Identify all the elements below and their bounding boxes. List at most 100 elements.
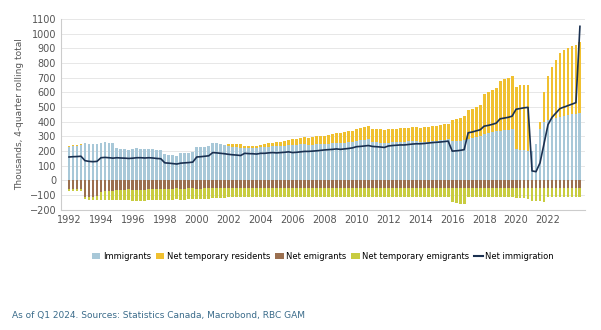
Bar [243,181,246,188]
Bar [263,181,266,188]
Bar [179,181,182,188]
Bar [543,92,546,122]
Bar [323,181,326,188]
Bar [343,188,346,197]
Bar [267,188,270,197]
Bar [323,136,326,144]
Bar [115,190,118,200]
Bar [419,128,422,142]
Bar [427,188,430,197]
Bar [455,181,457,188]
Bar [239,148,242,181]
Bar [76,145,79,146]
Bar [391,129,394,142]
Bar [395,181,398,188]
Bar [212,181,214,188]
Bar [375,129,378,142]
Bar [423,142,426,181]
Bar [247,181,250,188]
Bar [551,119,554,181]
Bar [255,148,258,181]
Bar [499,81,502,131]
Bar [563,50,566,116]
Bar [575,181,578,188]
Bar [259,181,262,188]
Bar [363,181,366,188]
Bar [575,45,578,114]
Bar [575,188,578,197]
Legend: Immigrants, Net temporary residents, Net emigrants, Net temporary emigrants, Net: Immigrants, Net temporary residents, Net… [89,248,557,264]
Bar [523,188,525,198]
Bar [339,133,342,143]
Bar [371,181,374,188]
Bar [495,88,498,131]
Bar [315,188,318,197]
Bar [331,144,334,181]
Bar [526,188,529,199]
Bar [195,181,198,188]
Bar [543,188,546,202]
Bar [299,188,302,197]
Bar [275,142,278,147]
Bar [319,136,322,144]
Bar [171,188,174,200]
Bar [463,188,466,204]
Bar [546,120,549,181]
Bar [171,181,174,188]
Bar [567,188,569,197]
Bar [439,125,442,140]
Bar [555,117,557,181]
Bar [495,131,498,181]
Bar [255,146,258,148]
Bar [431,141,434,181]
Bar [511,181,513,188]
Bar [399,142,401,181]
Bar [144,190,146,201]
Bar [467,188,469,197]
Net immigration [532,170,540,174]
Bar [483,94,486,134]
Bar [287,181,290,188]
Bar [267,181,270,188]
Bar [207,146,210,181]
Bar [558,188,561,197]
Bar [343,143,346,181]
Bar [203,181,206,188]
Bar [558,116,561,181]
Bar [455,141,457,181]
Bar [96,144,99,181]
Bar [347,188,350,197]
Bar [239,144,242,148]
Bar [303,137,306,144]
Bar [84,181,87,197]
Bar [120,181,123,190]
Bar [207,181,210,188]
Bar [423,188,426,197]
Bar [247,188,250,197]
Bar [475,137,478,181]
Bar [475,188,478,197]
Bar [295,145,298,181]
Bar [483,188,486,197]
Bar [479,136,481,181]
Bar [239,181,242,188]
Bar [451,120,454,141]
Bar [395,142,398,181]
Bar [147,181,150,189]
Bar [183,181,186,188]
Bar [91,144,94,181]
Bar [91,197,94,200]
Bar [335,188,338,197]
Bar [495,188,498,197]
Bar [511,129,513,181]
Line: Net immigration: Net immigration [69,26,580,172]
Bar [163,188,166,200]
Bar [235,181,238,188]
Bar [367,126,370,139]
Bar [67,188,70,191]
Bar [291,145,294,181]
Bar [343,181,346,188]
Bar [534,188,537,201]
Bar [399,181,401,188]
Bar [471,188,474,197]
